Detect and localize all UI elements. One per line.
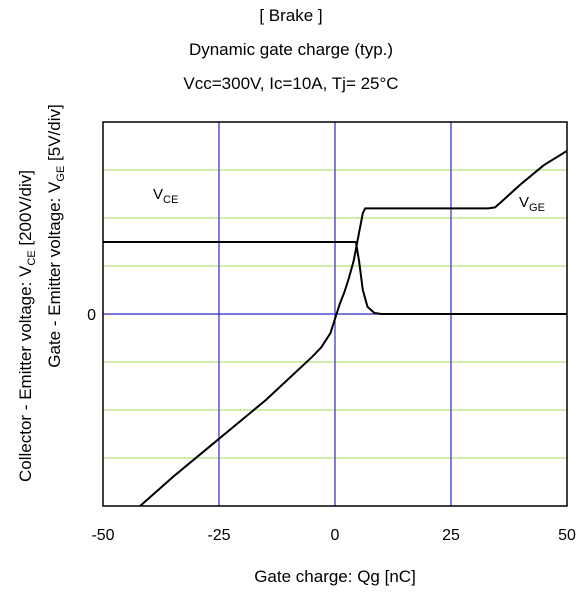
chart-title-line-1: [ Brake ] — [259, 6, 323, 25]
series-label-vge: VGE — [519, 194, 545, 214]
y-axis-label-outer: Collector - Emitter voltage: VCE [200V/d… — [16, 170, 38, 482]
x-tick-labels: -50 -25 0 25 50 — [91, 527, 576, 544]
x-tick-label: -25 — [207, 527, 230, 544]
plot-frame — [102, 121, 568, 507]
x-axis-label: Gate charge: Qg [nC] — [254, 567, 416, 586]
y-axis-label-inner: Gate - Emitter voltage: VGE [5V/div] — [45, 104, 67, 367]
x-tick-label: 25 — [442, 527, 460, 544]
x-tick-label: -50 — [91, 527, 114, 544]
y-tick-label-zero: 0 — [87, 307, 96, 324]
series-line-vge — [139, 149, 567, 506]
series-layer — [103, 149, 567, 506]
series-label-vce: VCE — [153, 186, 178, 206]
chart-title-line-2: Dynamic gate charge (typ.) — [188, 40, 394, 59]
x-tick-label: 0 — [331, 527, 340, 544]
chart-title-line-3: Vcc=300V, Ic=10A, Tj= 25°C — [183, 74, 399, 93]
x-tick-label: 50 — [558, 527, 576, 544]
